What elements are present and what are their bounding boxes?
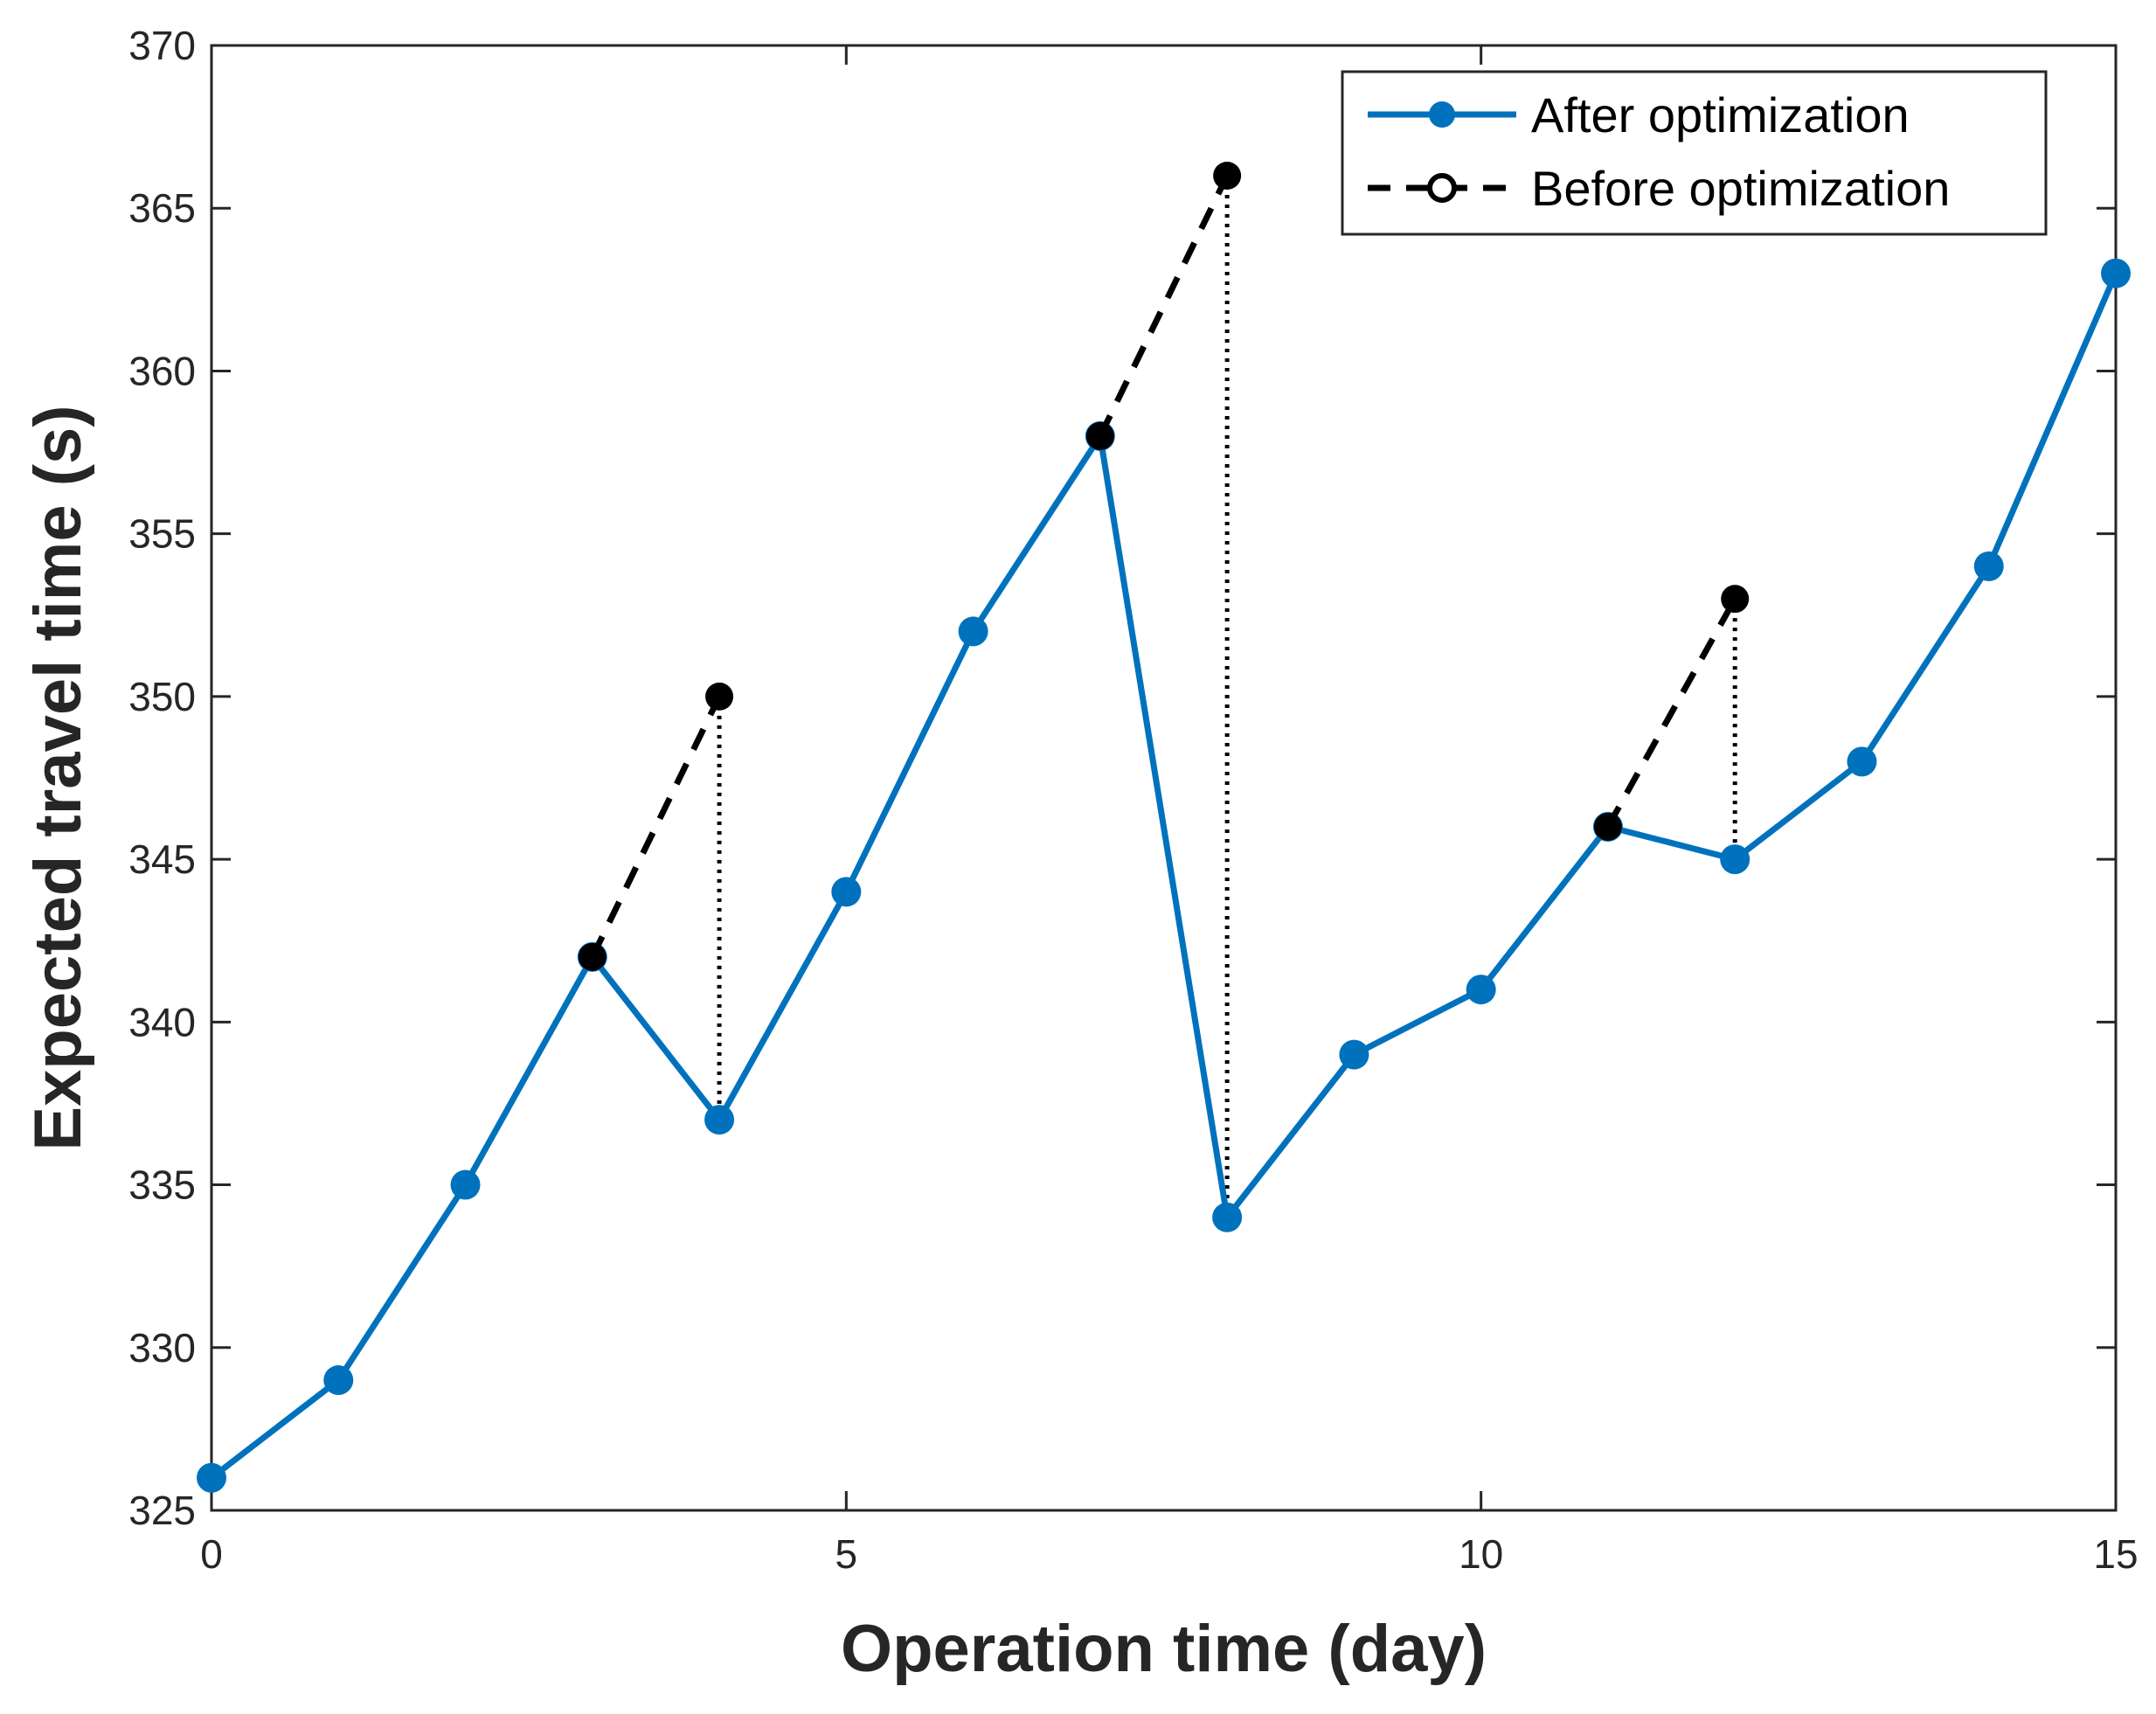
before-optimization-point	[1721, 585, 1750, 614]
before-optimization-point	[578, 942, 607, 971]
legend-marker-after-optimization	[1429, 101, 1455, 128]
y-tick-label: 360	[128, 348, 196, 393]
after-optimization-point	[1720, 844, 1750, 875]
after-optimization-point	[323, 1365, 354, 1396]
before-optimization-point	[705, 682, 734, 711]
after-optimization-point	[1973, 551, 2004, 581]
series-before-optimization	[578, 161, 1750, 971]
after-optimization-point	[704, 1105, 735, 1135]
plot-area-frame	[210, 44, 2118, 1512]
legend-label-before-optimization: Before optimization	[1531, 161, 1950, 216]
x-tick-label: 0	[200, 1531, 223, 1577]
legend: After optimization Before optimization	[1341, 70, 2048, 236]
before-optimization-point	[1213, 161, 1242, 190]
after-optimization-point	[197, 1462, 226, 1493]
y-tick-label: 355	[128, 511, 196, 557]
after-optimization-point	[1339, 1039, 1369, 1070]
difference-connectors	[717, 175, 1737, 1218]
series-after-optimization	[197, 258, 2131, 1493]
after-optimization-point	[2101, 258, 2131, 288]
y-tick-label: 350	[128, 674, 196, 719]
x-tick-label: 5	[835, 1531, 858, 1577]
y-axis: 325 330 335 340 345 350 355 360 365 370	[128, 23, 2116, 1533]
y-tick-label: 335	[128, 1162, 196, 1208]
after-optimization-point	[1466, 975, 1496, 1005]
x-tick-label: 15	[2093, 1531, 2138, 1577]
after-optimization-line	[208, 270, 2119, 1482]
after-optimization-point	[831, 877, 862, 907]
before-optimization-point	[1085, 421, 1114, 450]
y-tick-label: 330	[128, 1325, 196, 1371]
legend-label-after-optimization: After optimization	[1531, 87, 1910, 142]
legend-box	[1341, 70, 2048, 236]
y-tick-label: 370	[128, 23, 196, 68]
before-optimization-segment	[1605, 597, 1738, 829]
legend-marker-before-optimization	[1427, 173, 1457, 203]
x-axis-title: Operation time (day)	[841, 1612, 1487, 1686]
x-axis: 0 5 10 15	[200, 45, 2139, 1577]
after-optimization-point	[958, 616, 988, 647]
x-tick-label: 10	[1459, 1531, 1503, 1577]
y-axis-title: Expected travel time (s)	[21, 405, 95, 1150]
y-tick-label: 345	[128, 836, 196, 882]
after-optimization-point	[450, 1169, 481, 1200]
before-optimization-segment	[1097, 174, 1231, 438]
before-optimization-segment	[589, 695, 723, 959]
before-optimization-point	[1593, 812, 1622, 841]
y-tick-label: 325	[128, 1488, 196, 1533]
y-tick-label: 340	[128, 999, 196, 1044]
after-optimization-point	[1847, 746, 1877, 777]
y-tick-label: 365	[128, 185, 196, 231]
after-optimization-point	[1212, 1202, 1243, 1232]
